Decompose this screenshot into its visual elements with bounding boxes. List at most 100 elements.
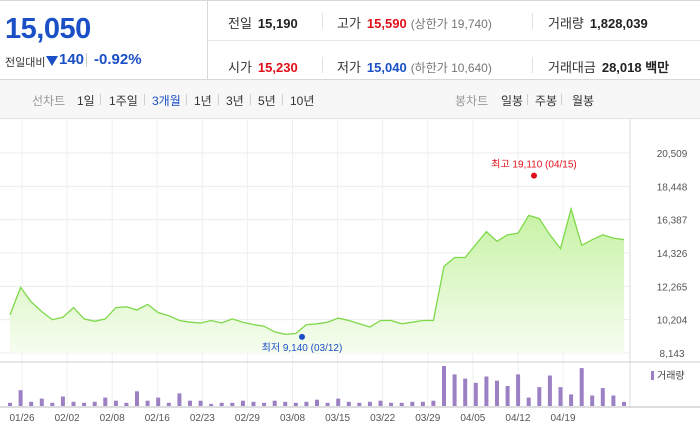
candle-weekly-button[interactable]: 주봉	[535, 94, 558, 108]
volume-bar	[135, 391, 139, 406]
stat-open: 시가 15,230	[228, 57, 298, 76]
volume-bar	[262, 402, 267, 406]
volume-bar	[357, 402, 362, 406]
volume-bar	[188, 400, 192, 406]
volume-bar	[463, 378, 468, 406]
volume-bar	[336, 398, 341, 406]
volume-bar	[547, 375, 552, 406]
volume-bar	[420, 401, 425, 406]
x-tick-label: 02/02	[55, 413, 80, 424]
stat-amount: 거래대금 28,018 백만	[548, 57, 669, 76]
x-tick-label: 03/29	[415, 413, 440, 424]
period-1d-button[interactable]: 1일	[77, 94, 95, 108]
volume-bar	[484, 376, 489, 406]
price-box: 15,050 전일대비 140 -0.92%	[0, 1, 208, 80]
volume-bar	[50, 402, 55, 406]
volume-bar	[124, 402, 129, 406]
x-tick-label: 04/12	[505, 413, 530, 424]
period-3y-button[interactable]: 3년	[226, 94, 244, 108]
volume-bar	[452, 374, 457, 406]
y-tick-label: 8,143	[659, 349, 684, 360]
divider	[322, 13, 323, 29]
divider	[532, 13, 533, 29]
volume-bar	[230, 402, 235, 406]
volume-bar	[166, 402, 171, 406]
volume-bar	[346, 401, 351, 406]
divider	[532, 57, 533, 73]
quote-summary: 15,050 전일대비 140 -0.92% 전일 15,190 고가 15,590…	[0, 0, 700, 80]
stat-value: 28,018 백만	[601, 60, 670, 75]
volume-bar	[283, 401, 288, 406]
down-triangle-icon	[46, 56, 58, 66]
volume-bar	[209, 403, 214, 406]
volume-bar	[325, 402, 330, 406]
period-1y-button[interactable]: 1년	[194, 94, 212, 108]
y-tick-label: 12,265	[657, 282, 688, 293]
x-tick-label: 04/05	[460, 413, 485, 424]
volume-bar	[71, 401, 76, 406]
stat-value: 1,828,039	[589, 16, 648, 31]
y-tick-label: 10,204	[657, 316, 688, 327]
y-tick-label: 18,448	[657, 182, 688, 193]
x-tick-label: 02/23	[190, 413, 215, 424]
stat-label: 거래량	[548, 16, 584, 31]
stat-label: 전일	[228, 16, 252, 31]
x-tick-label: 03/22	[370, 413, 395, 424]
x-tick-label: 02/08	[100, 413, 125, 424]
period-10y-button[interactable]: 10년	[290, 94, 315, 108]
candle-daily-button[interactable]: 일봉	[501, 94, 524, 108]
stat-value: 15,190	[257, 16, 298, 31]
volume-bar	[611, 395, 616, 406]
stat-volume: 거래량 1,828,039	[548, 13, 648, 32]
volume-bar	[399, 402, 404, 406]
stat-high: 고가 15,590 (상한가 19,740)	[337, 13, 492, 32]
stat-value: 15,040	[366, 60, 407, 75]
volume-bar	[60, 396, 65, 406]
volume-bar	[113, 400, 118, 406]
volume-bar	[272, 400, 277, 406]
stat-value: 15,230	[257, 60, 298, 75]
volume-bar	[579, 368, 584, 406]
price-line	[9, 206, 625, 335]
volume-bar	[8, 402, 12, 406]
chart-toolbar: 선차트 1일 1주일 3개월 1년 3년 5년 10년 봉차트 일봉 주봉 월봉	[0, 80, 700, 119]
volume-bar	[304, 401, 309, 406]
row-divider	[208, 40, 700, 41]
volume-bar	[622, 401, 626, 406]
divider	[322, 57, 323, 73]
volume-bar	[516, 374, 521, 406]
volume-bar	[103, 397, 108, 406]
stat-label: 고가	[337, 16, 361, 31]
period-5y-button[interactable]: 5년	[258, 94, 276, 108]
volume-bar	[473, 382, 478, 406]
divider	[561, 94, 562, 105]
stat-sub: (하한가 10,640)	[410, 61, 492, 75]
period-3m-button[interactable]: 3개월	[152, 94, 181, 108]
divider	[100, 94, 101, 105]
candle-monthly-button[interactable]: 월봉	[572, 94, 595, 108]
volume-bar	[600, 388, 605, 406]
stat-sub: (상한가 19,740)	[410, 17, 492, 31]
volume-bar	[293, 402, 298, 406]
price-chart: 20,509 18,448 16,387 14,326 12,265 10,204 8,14…	[0, 119, 700, 424]
x-tick-label: 04/19	[550, 413, 575, 424]
x-tick-label: 01/26	[9, 413, 34, 424]
divider	[250, 94, 251, 105]
volume-bar	[431, 400, 436, 406]
y-tick-label: 16,387	[657, 216, 688, 227]
volume-legend-label: 거래량	[657, 370, 685, 382]
min-marker	[299, 333, 305, 340]
divider	[282, 94, 283, 105]
period-1w-button[interactable]: 1주일	[109, 94, 138, 108]
stat-prev: 전일 15,190	[228, 13, 298, 32]
volume-bar	[240, 400, 245, 406]
volume-bar	[410, 401, 415, 406]
max-marker	[531, 172, 537, 179]
volume-bar	[92, 401, 97, 406]
volume-bar	[29, 401, 34, 406]
volume-bar	[590, 395, 595, 406]
min-annotation-label: 최저 9,140 (03/12)	[262, 342, 343, 354]
y-tick-label: 20,509	[657, 149, 688, 160]
change-label: 전일대비	[5, 57, 46, 69]
line-chart-label: 선차트	[32, 94, 66, 108]
